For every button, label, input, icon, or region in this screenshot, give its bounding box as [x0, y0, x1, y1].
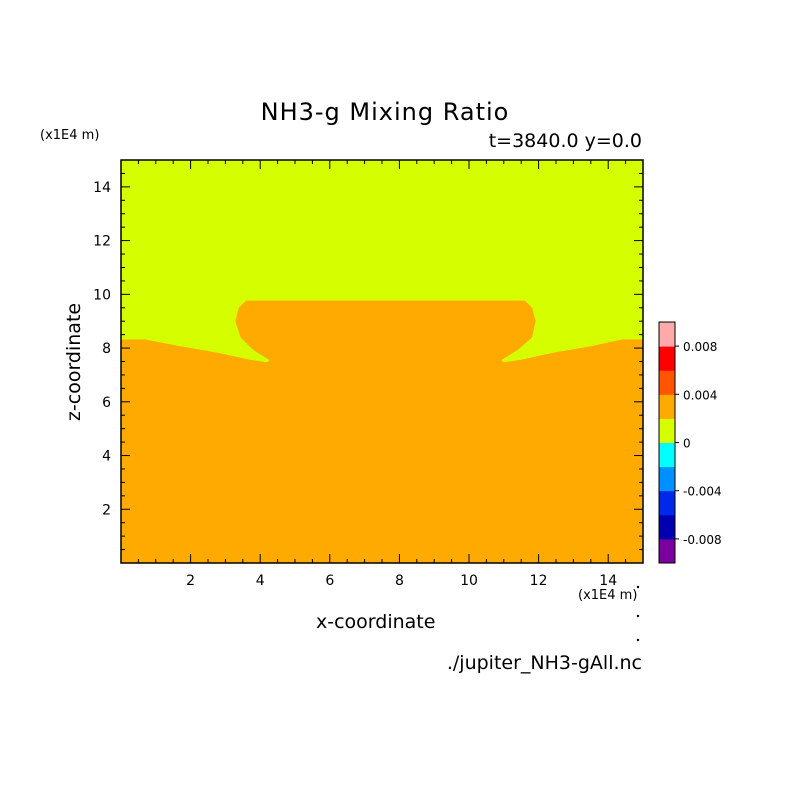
x-axis-label: x-coordinate	[316, 611, 436, 633]
x-tick-label: 14	[599, 573, 617, 589]
y-tick-label: 12	[93, 234, 111, 250]
x-tick-label: 2	[186, 573, 195, 589]
colorbar-swatch	[659, 490, 675, 516]
x-axis-unit: (x1E4 m)	[578, 588, 638, 603]
x-tick-label: 12	[530, 573, 548, 589]
colorbar-swatch	[659, 514, 675, 540]
colorbar-swatch	[659, 394, 675, 419]
z-axis-unit: (x1E4 m)	[40, 128, 100, 143]
colorbar-swatch	[659, 370, 675, 395]
y-tick-label: 6	[102, 395, 111, 411]
colorbar-tick-label: -0.008	[683, 533, 722, 547]
source-filename: ./jupiter_NH3-gAll.nc	[446, 652, 642, 674]
colorbar-tick-label: 0	[683, 437, 691, 451]
colorbar-swatch	[659, 418, 675, 443]
x-tick-label: 4	[256, 573, 265, 589]
corner-dot	[636, 614, 640, 618]
colorbar-swatch	[659, 538, 675, 564]
y-tick-label: 10	[93, 287, 111, 303]
x-tick-label: 8	[395, 573, 404, 589]
colorbar-swatch	[659, 346, 675, 371]
y-tick-label: 8	[102, 341, 111, 357]
corner-dot	[636, 638, 640, 642]
chart-title: NH3-g Mixing Ratio	[260, 98, 510, 126]
y-tick-label: 14	[93, 180, 111, 196]
contour-region-0	[120, 300, 644, 564]
y-tick-label: 4	[102, 449, 111, 465]
colorbar-swatch	[659, 322, 675, 347]
x-tick-label: 6	[325, 573, 334, 589]
colorbar-swatch	[659, 466, 675, 492]
colorbar-swatch	[659, 442, 675, 468]
chart-subtitle: t=3840.0 y=0.0	[488, 130, 642, 152]
colorbar-tick-label: 0.004	[683, 388, 717, 402]
colorbar-tick-label: -0.004	[683, 485, 722, 499]
colorbar-tick-label: 0.008	[683, 340, 717, 354]
x-tick-label: 10	[460, 573, 478, 589]
y-tick-label: 2	[102, 502, 111, 518]
corner-dot	[636, 585, 640, 589]
